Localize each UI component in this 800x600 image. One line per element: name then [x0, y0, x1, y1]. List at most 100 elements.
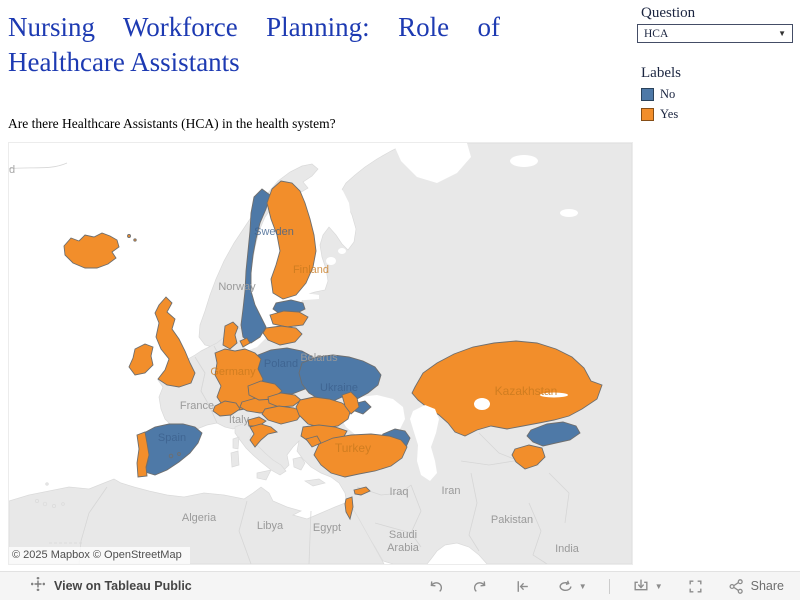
land-greece-peloponnese [292, 456, 306, 471]
country-tajikistan[interactable] [511, 444, 546, 470]
svg-text:Algeria: Algeria [182, 512, 217, 524]
legend-swatch-yes [641, 108, 654, 121]
sea-patch-1 [510, 155, 538, 167]
svg-text:Poland: Poland [264, 358, 298, 370]
legend-label-no: No [660, 87, 676, 101]
lake-onega [338, 248, 346, 254]
svg-text:Iraq: Iraq [390, 486, 409, 498]
choropleth-map[interactable]: nd Norway Sweden Finland Belarus Poland … [8, 142, 633, 565]
map-labels: nd Norway Sweden Finland Belarus Poland … [9, 164, 580, 555]
country-hungary[interactable] [261, 405, 304, 425]
svg-text:Iran: Iran [442, 485, 461, 497]
country-denmark[interactable] [222, 321, 239, 350]
svg-text:Spain: Spain [158, 432, 186, 444]
country-ukraine[interactable] [298, 354, 382, 403]
svg-text:Norway: Norway [218, 281, 256, 293]
country-turkey[interactable] [313, 433, 408, 478]
svg-text:Saudi: Saudi [389, 529, 417, 541]
map-attribution[interactable]: © 2025 Mapbox © OpenStreetMap [9, 547, 190, 564]
lake-aral [474, 398, 490, 410]
lake-balkhash [540, 392, 568, 398]
islands-canary [35, 482, 65, 508]
country-cyprus[interactable] [353, 486, 371, 496]
svg-text:India: India [555, 543, 580, 555]
country-portugal[interactable] [136, 431, 150, 478]
legend-label-yes: Yes [660, 107, 679, 121]
refresh-button[interactable]: ▼ [557, 578, 587, 595]
island-sicily [256, 469, 272, 481]
page-title: Nursing Workforce Planning: Role of Heal… [8, 12, 500, 78]
legend-swatch-no [641, 88, 654, 101]
land-italy [234, 422, 287, 476]
toolbar-actions: ▼ ▼ Share [428, 578, 784, 595]
svg-text:Germany: Germany [210, 366, 256, 378]
share-icon [728, 578, 745, 595]
country-moldova[interactable] [341, 391, 360, 415]
redo-button[interactable] [471, 578, 488, 595]
island-crete [304, 478, 326, 487]
islands-faroe[interactable] [127, 234, 137, 242]
svg-text:Turkey: Turkey [335, 441, 371, 455]
svg-text:nd: nd [9, 164, 15, 176]
legend-item-no[interactable]: No [641, 87, 681, 102]
download-icon [632, 578, 650, 595]
country-turkey-thrace[interactable] [305, 435, 322, 448]
sea-white-sea [319, 173, 351, 225]
refresh-caret-icon[interactable]: ▼ [578, 581, 587, 591]
country-lithuania[interactable] [262, 325, 303, 346]
sea-caspian [410, 405, 439, 481]
legend-title: Labels [641, 65, 681, 81]
country-estonia[interactable] [272, 299, 306, 315]
legend-item-yes[interactable]: Yes [641, 107, 681, 122]
svg-text:Pakistan: Pakistan [491, 514, 533, 526]
undo-icon [428, 578, 445, 595]
view-on-tableau-link[interactable]: View on Tableau Public [30, 576, 192, 597]
share-label: Share [750, 579, 784, 593]
share-button[interactable]: Share [728, 578, 784, 595]
svg-text:France: France [180, 400, 214, 412]
island-corsica [232, 436, 240, 450]
refresh-icon [557, 578, 574, 595]
country-sweden[interactable] [240, 188, 271, 344]
svg-text:Egypt: Egypt [313, 522, 341, 534]
page-subtitle: Are there Healthcare Assistants (HCA) in… [8, 116, 336, 131]
svg-text:Finland: Finland [293, 264, 329, 276]
island-balearic-1[interactable] [168, 453, 174, 459]
replay-icon [514, 578, 531, 595]
country-finland[interactable] [266, 180, 317, 300]
undo-button[interactable] [428, 578, 445, 595]
svg-text:Kazakhstan: Kazakhstan [495, 384, 558, 398]
question-label: Question [641, 5, 696, 21]
svg-text:Italy: Italy [229, 414, 250, 426]
country-latvia[interactable] [269, 310, 309, 328]
country-united-kingdom[interactable] [154, 296, 196, 388]
svg-text:Ukraine: Ukraine [320, 382, 358, 394]
country-iceland[interactable] [63, 232, 120, 269]
country-croatia[interactable] [249, 423, 278, 448]
question-dropdown[interactable]: HCA ▼ [637, 24, 793, 43]
country-denmark-islands[interactable] [239, 337, 251, 348]
island-balearic-2[interactable] [177, 452, 181, 456]
redo-icon [471, 578, 488, 595]
country-romania[interactable] [295, 396, 352, 429]
country-kazakhstan[interactable] [411, 340, 603, 437]
island-sardinia [230, 450, 240, 468]
download-button[interactable]: ▼ [632, 578, 663, 595]
chevron-down-icon: ▼ [778, 29, 786, 38]
replay-button[interactable] [514, 578, 531, 595]
country-ireland[interactable] [128, 343, 154, 376]
country-kyrgyzstan[interactable] [526, 421, 581, 447]
svg-text:Belarus: Belarus [300, 352, 338, 364]
toolbar-divider [608, 578, 610, 594]
country-slovakia[interactable] [267, 392, 302, 408]
svg-text:Libya: Libya [257, 520, 284, 532]
view-on-tableau-label: View on Tableau Public [54, 579, 192, 593]
country-switzerland[interactable] [212, 400, 241, 417]
fullscreen-button[interactable] [687, 578, 704, 595]
country-israel[interactable] [344, 496, 354, 521]
lake-ladoga [326, 257, 336, 265]
download-caret-icon[interactable]: ▼ [654, 581, 663, 591]
fullscreen-icon [687, 578, 704, 595]
legend: Labels No Yes [641, 65, 681, 127]
question-dropdown-value: HCA [644, 27, 669, 40]
